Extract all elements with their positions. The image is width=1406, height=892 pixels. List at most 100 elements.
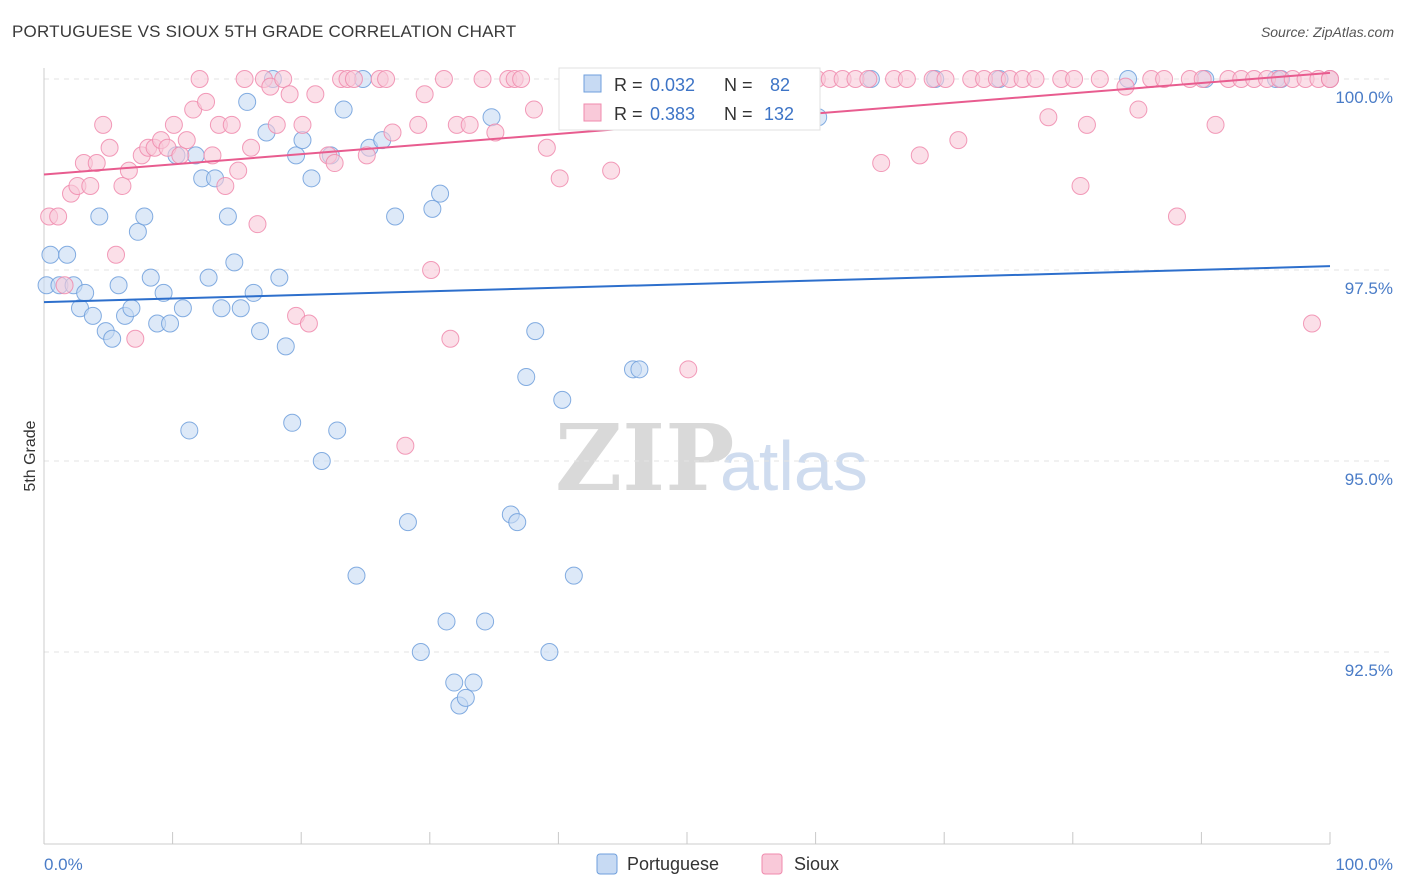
legend-label-portuguese: Portuguese <box>627 854 719 874</box>
data-point-portuguese <box>553 390 572 409</box>
data-point-portuguese <box>476 612 495 631</box>
data-point-sioux <box>441 329 460 348</box>
data-point-sioux <box>293 115 312 134</box>
data-point-sioux <box>216 176 235 195</box>
data-point-portuguese <box>398 513 417 532</box>
legend-label-sioux: Sioux <box>794 854 839 874</box>
data-point-portuguese <box>251 322 270 341</box>
data-point-portuguese <box>90 207 109 226</box>
data-point-portuguese <box>173 299 192 318</box>
data-point-portuguese <box>276 337 295 356</box>
data-point-sioux <box>242 138 261 157</box>
data-point-portuguese <box>154 283 173 302</box>
data-point-sioux <box>222 115 241 134</box>
x-ticks <box>43 832 1331 844</box>
data-point-sioux <box>1071 176 1090 195</box>
stats-r-value-portuguese: 0.032 <box>650 75 695 95</box>
data-point-sioux <box>274 70 293 88</box>
stats-n-label-sioux: N = <box>724 104 753 124</box>
data-point-sioux <box>107 245 126 264</box>
y-tick-label: 97.5% <box>1345 279 1393 298</box>
data-point-portuguese <box>76 283 95 302</box>
data-point-sioux <box>1193 70 1212 88</box>
data-point-portuguese <box>231 299 250 318</box>
data-point-portuguese <box>526 322 545 341</box>
data-point-portuguese <box>312 452 331 470</box>
data-point-sioux <box>415 85 434 104</box>
data-point-sioux <box>537 138 556 157</box>
data-point-sioux <box>100 138 119 157</box>
x-tick-label-max: 100.0% <box>1335 855 1393 874</box>
data-point-sioux <box>512 70 531 88</box>
data-point-sioux <box>306 85 325 104</box>
y-axis-label: 5th Grade <box>22 420 39 491</box>
stats-n-label-portuguese: N = <box>724 75 753 95</box>
data-point-portuguese <box>464 673 483 692</box>
data-point-portuguese <box>445 673 464 692</box>
data-point-sioux <box>1206 115 1225 134</box>
data-point-portuguese <box>270 268 289 287</box>
data-point-sioux <box>872 154 891 173</box>
data-point-sioux <box>344 70 363 88</box>
source-credit: Source: ZipAtlas.com <box>1260 24 1394 40</box>
data-point-sioux <box>55 276 74 295</box>
data-point-sioux <box>325 154 344 173</box>
data-point-portuguese <box>411 643 430 661</box>
data-point-sioux <box>936 70 955 88</box>
x-tick-label-min: 0.0% <box>44 855 83 874</box>
data-point-sioux <box>1167 207 1186 226</box>
data-point-sioux <box>126 329 145 348</box>
data-point-portuguese <box>283 413 302 432</box>
data-point-sioux <box>897 70 916 88</box>
series-legend: Portuguese Sioux <box>596 853 839 875</box>
data-point-sioux <box>1129 100 1148 119</box>
gridlines <box>44 78 1393 653</box>
data-point-sioux <box>949 131 968 150</box>
data-point-portuguese <box>293 131 312 150</box>
legend-swatch-portuguese <box>596 853 618 875</box>
data-point-sioux <box>1090 70 1109 88</box>
data-point-portuguese <box>225 253 244 272</box>
data-point-sioux <box>602 161 621 180</box>
data-point-portuguese <box>199 268 218 287</box>
data-point-portuguese <box>302 169 321 188</box>
y-tick-label: 100.0% <box>1335 88 1393 107</box>
trend-line-portuguese <box>43 265 1331 304</box>
stats-r-value-sioux: 0.383 <box>650 104 695 124</box>
data-point-portuguese <box>122 299 141 318</box>
data-point-sioux <box>113 176 132 195</box>
data-point-sioux <box>267 115 286 134</box>
data-point-sioux <box>460 115 479 134</box>
data-point-sioux <box>524 100 543 119</box>
data-point-portuguese <box>103 329 122 348</box>
stats-swatch-sioux <box>583 103 602 122</box>
data-point-sioux <box>486 123 505 142</box>
data-point-portuguese <box>508 513 527 532</box>
data-point-portuguese <box>109 276 128 295</box>
stats-legend-box <box>558 67 821 131</box>
stats-legend: R = 0.032 N = 82 R = 0.383 N = 132 <box>558 67 821 131</box>
data-points <box>37 70 1339 715</box>
data-point-sioux <box>473 70 492 88</box>
data-point-portuguese <box>328 421 347 440</box>
data-point-sioux <box>190 70 209 88</box>
data-point-portuguese <box>564 566 583 585</box>
data-point-sioux <box>87 154 106 173</box>
data-point-portuguese <box>135 207 154 226</box>
data-point-portuguese <box>238 92 257 111</box>
data-point-sioux <box>280 85 299 104</box>
data-point-portuguese <box>161 314 180 333</box>
data-point-portuguese <box>128 222 147 241</box>
data-point-sioux <box>910 146 929 165</box>
data-point-portuguese <box>58 245 77 264</box>
data-point-sioux <box>1155 70 1174 88</box>
data-point-sioux <box>1302 314 1321 333</box>
data-point-sioux <box>119 161 138 180</box>
data-point-portuguese <box>244 283 263 302</box>
data-point-sioux <box>550 169 569 188</box>
legend-swatch-sioux <box>761 853 783 875</box>
data-point-sioux <box>94 115 113 134</box>
data-point-sioux <box>1065 70 1084 88</box>
data-point-portuguese <box>540 643 559 661</box>
